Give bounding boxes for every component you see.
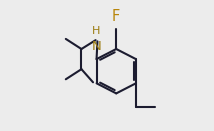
- Text: H: H: [92, 26, 101, 36]
- Text: F: F: [112, 9, 120, 24]
- Text: N: N: [92, 40, 101, 53]
